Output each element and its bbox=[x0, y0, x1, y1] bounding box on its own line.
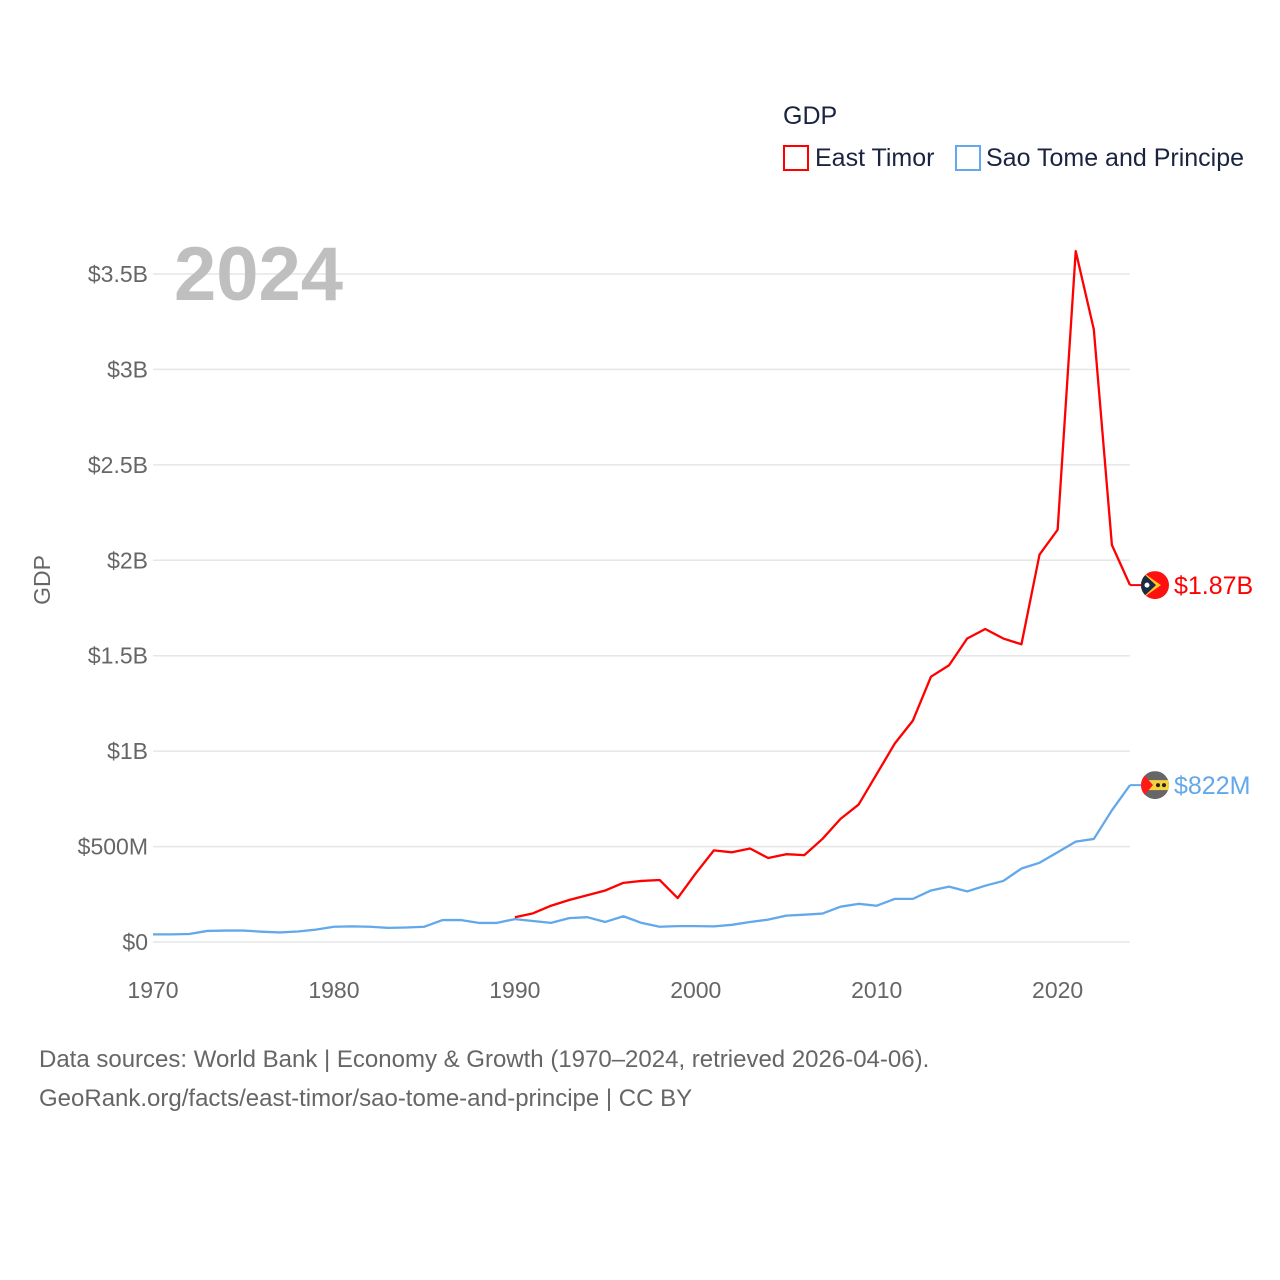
legend-item-sao-tome[interactable]: Sao Tome and Principe bbox=[955, 144, 1244, 172]
y-tick-label: $2.5B bbox=[88, 452, 148, 478]
flag-east-timor-icon bbox=[1141, 571, 1169, 600]
legend-title: GDP bbox=[783, 102, 837, 130]
series-lines bbox=[153, 249, 1132, 936]
y-tick-label: $2B bbox=[107, 547, 148, 573]
y-tick-label: $3B bbox=[107, 356, 148, 382]
y-axis-label: GDP bbox=[29, 555, 55, 605]
y-tick-label: $0 bbox=[122, 929, 148, 955]
flag-star bbox=[1144, 582, 1150, 588]
series-line-east-timor bbox=[514, 249, 1132, 919]
x-tick-label: 1990 bbox=[489, 977, 540, 1003]
legend-swatch-sao-tome bbox=[955, 145, 981, 171]
flag-star bbox=[1162, 783, 1166, 788]
series-line-sao-tome bbox=[153, 784, 1131, 936]
x-tick-label: 2020 bbox=[1032, 977, 1083, 1003]
footer-sources: Data sources: World Bank | Economy & Gro… bbox=[39, 1046, 930, 1073]
legend: GDP East Timor Sao Tome and Principe bbox=[783, 102, 1244, 172]
legend-label: East Timor bbox=[815, 144, 934, 172]
flag-red-triangle bbox=[1141, 771, 1153, 800]
flag-star bbox=[1156, 783, 1160, 788]
legend-item-east-timor[interactable]: East Timor bbox=[783, 144, 934, 172]
y-tick-label: $1B bbox=[107, 738, 148, 764]
y-tick-label: $1.5B bbox=[88, 643, 148, 669]
x-tick-label: 2010 bbox=[851, 977, 902, 1003]
footer-link[interactable]: GeoRank.org/facts/east-timor/sao-tome-an… bbox=[39, 1085, 693, 1112]
year-watermark: 2024 bbox=[174, 232, 343, 317]
legend-label: Sao Tome and Principe bbox=[986, 144, 1244, 172]
end-value-label: $1.87B bbox=[1174, 572, 1253, 600]
series-end-markers: $1.87B $822M bbox=[1130, 571, 1253, 800]
legend-swatch-east-timor bbox=[783, 145, 809, 171]
y-tick-label: $500M bbox=[78, 834, 148, 860]
flag-sao-tome-icon bbox=[1141, 771, 1169, 800]
flag-yellow-band bbox=[1141, 780, 1169, 791]
end-value-label: $822M bbox=[1174, 772, 1250, 800]
x-axis-ticks: 1970 1980 1990 2000 2010 2020 bbox=[127, 977, 1083, 1003]
flag-body bbox=[1141, 571, 1169, 600]
x-tick-label: 1980 bbox=[308, 977, 359, 1003]
y-axis-ticks: $0 $500M $1B $1.5B $2B $2.5B $3B $3.5B bbox=[78, 261, 148, 955]
x-tick-label: 1970 bbox=[127, 977, 178, 1003]
x-tick-label: 2000 bbox=[670, 977, 721, 1003]
flag-body bbox=[1141, 771, 1169, 800]
y-tick-label: $3.5B bbox=[88, 261, 148, 287]
gridlines bbox=[153, 273, 1130, 943]
